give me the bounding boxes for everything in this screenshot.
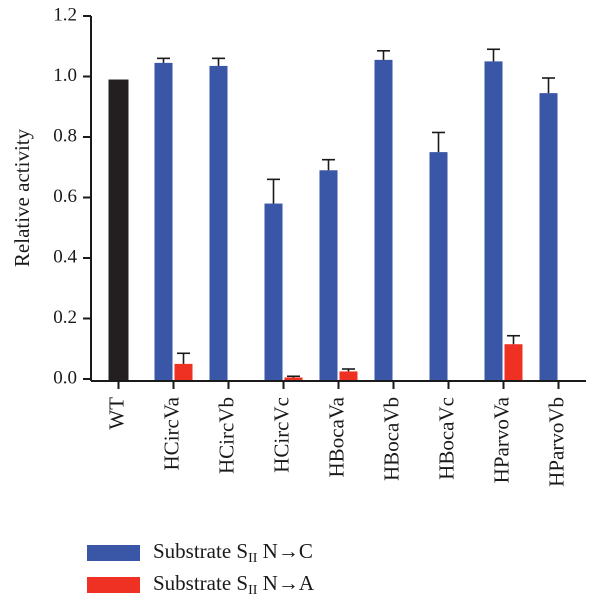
- bar: [154, 62, 173, 380]
- bar: [209, 65, 228, 380]
- bar: [374, 59, 393, 381]
- legend-label-subscript: II: [248, 583, 258, 598]
- y-tick-label: 0.8: [53, 125, 77, 146]
- category-label: HCircVa: [159, 396, 183, 470]
- error-bars: [157, 48, 555, 378]
- bar: [174, 363, 193, 380]
- bar: [108, 79, 129, 381]
- category-label: HParvoVb: [544, 397, 568, 487]
- category-label: HBocaVb: [379, 397, 403, 481]
- legend-swatch: [87, 545, 140, 561]
- category-label: HCircVb: [214, 397, 238, 474]
- bar: [504, 344, 523, 380]
- category-label: WT: [104, 397, 128, 430]
- bar: [484, 61, 503, 380]
- legend-label: Substrate SII N→C: [153, 539, 313, 566]
- bar: [264, 203, 283, 380]
- y-axis-title: Relative activity: [10, 128, 34, 267]
- bar: [429, 152, 448, 380]
- y-tick-label: 0.6: [53, 186, 77, 207]
- bars: [108, 59, 558, 381]
- legend-swatch: [87, 577, 140, 593]
- legend-label-main: Substrate S: [153, 571, 248, 595]
- category-label: HParvoVa: [489, 396, 513, 483]
- bar: [339, 371, 358, 380]
- legend-label-subscript: II: [248, 551, 258, 566]
- category-label: HCircVc: [269, 397, 293, 473]
- y-tick-label: 1.0: [53, 65, 77, 86]
- category-label: HBocaVc: [434, 397, 458, 480]
- y-tick-label: 0.2: [53, 307, 77, 328]
- legend-label-main: Substrate S: [153, 539, 248, 563]
- bar: [539, 93, 558, 380]
- bar: [319, 170, 338, 380]
- category-labels: WT HCircVa HCircVb HCircVc HBocaVa HBocaVb HBo…: [104, 396, 568, 487]
- y-tick-label: 1.2: [53, 4, 77, 25]
- legend-label: Substrate SII N→A: [153, 571, 315, 598]
- y-tick-label: 0.4: [53, 246, 77, 267]
- legend-label-tail: N→A: [257, 571, 314, 595]
- bar: [284, 377, 303, 380]
- y-tick-label: 0.0: [53, 367, 77, 388]
- category-label: HBocaVa: [324, 396, 348, 477]
- x-ticks: [117, 381, 560, 389]
- y-ticks: 0.0 0.2 0.4 0.6 0.8 1.0 1.2: [53, 4, 91, 388]
- legend-label-tail: N→C: [257, 539, 312, 563]
